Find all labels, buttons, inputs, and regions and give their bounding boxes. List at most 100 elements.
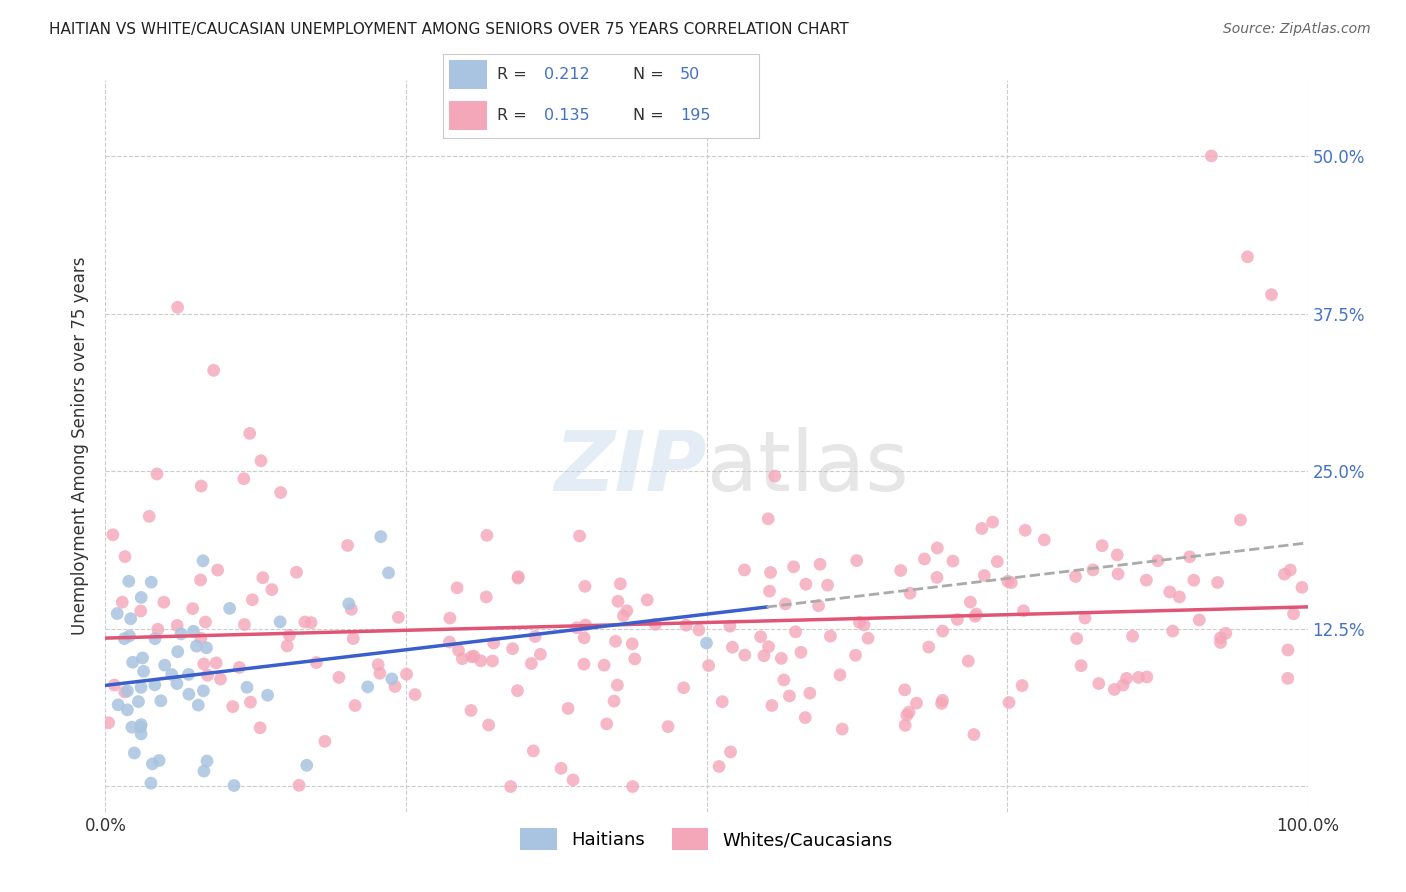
Point <box>269 615 291 629</box>
Y-axis label: Unemployment Among Seniors over 75 years: Unemployment Among Seniors over 75 years <box>72 257 90 635</box>
Point <box>896 708 918 723</box>
Point <box>276 639 298 653</box>
Point <box>607 594 630 608</box>
Point <box>775 597 797 611</box>
Point <box>1206 575 1229 590</box>
Point <box>1122 629 1144 643</box>
Point <box>1274 567 1296 582</box>
Point <box>931 693 953 707</box>
Point <box>103 678 125 692</box>
Point <box>931 624 953 638</box>
Point <box>446 581 468 595</box>
Point <box>1081 563 1104 577</box>
Point <box>636 593 658 607</box>
Point <box>828 668 851 682</box>
Point <box>997 574 1019 589</box>
Point <box>124 746 146 760</box>
Point <box>181 601 204 615</box>
Point <box>478 718 501 732</box>
Point <box>688 623 710 637</box>
Point <box>959 595 981 609</box>
Point <box>927 541 949 555</box>
Point <box>606 678 628 692</box>
Point <box>344 698 367 713</box>
Point <box>672 681 695 695</box>
Point <box>242 592 264 607</box>
Point <box>186 639 208 653</box>
Point <box>856 631 879 645</box>
Point <box>758 640 780 654</box>
Point <box>1000 575 1022 590</box>
Point <box>1014 523 1036 537</box>
Point <box>260 582 283 597</box>
Point <box>1209 635 1232 649</box>
Point <box>463 649 485 664</box>
Point <box>749 630 772 644</box>
Point <box>965 607 987 621</box>
Point <box>404 688 426 702</box>
Point <box>129 727 152 741</box>
Point <box>820 629 842 643</box>
Point <box>127 695 149 709</box>
Point <box>1277 671 1299 685</box>
Point <box>190 631 212 645</box>
Point <box>305 656 328 670</box>
Point <box>773 673 796 687</box>
Point <box>118 574 141 589</box>
Point <box>193 657 215 671</box>
Text: Source: ZipAtlas.com: Source: ZipAtlas.com <box>1223 22 1371 37</box>
Point <box>603 694 626 708</box>
Point <box>1277 643 1299 657</box>
Point <box>1178 549 1201 564</box>
Point <box>239 695 262 709</box>
Point <box>129 591 152 605</box>
Point <box>121 720 143 734</box>
Point <box>205 656 228 670</box>
Point <box>132 665 155 679</box>
Point <box>370 530 392 544</box>
Bar <box>450 61 486 89</box>
Point <box>605 634 627 648</box>
Point <box>191 554 214 568</box>
Point <box>118 629 141 643</box>
Legend: Haitians, Whites/Caucasians: Haitians, Whites/Caucasians <box>513 821 900 857</box>
Point <box>616 604 638 618</box>
Point <box>117 684 139 698</box>
Point <box>905 696 928 710</box>
Point <box>367 657 389 672</box>
Point <box>278 628 301 642</box>
Point <box>506 571 529 585</box>
Point <box>1088 676 1111 690</box>
Point <box>963 727 986 741</box>
Point <box>981 515 1004 529</box>
Point <box>733 563 755 577</box>
Point <box>337 597 360 611</box>
Point <box>1168 590 1191 604</box>
Text: R =: R = <box>496 108 531 123</box>
Point <box>166 618 188 632</box>
Point <box>1201 149 1223 163</box>
Point <box>1011 679 1033 693</box>
Text: 0.135: 0.135 <box>544 108 589 123</box>
Point <box>1115 672 1137 686</box>
Point <box>593 658 616 673</box>
Point <box>946 612 969 626</box>
Point <box>1282 607 1305 621</box>
Point <box>562 772 585 787</box>
Point <box>1291 580 1313 594</box>
Point <box>557 701 579 715</box>
Point <box>621 780 644 794</box>
Point <box>1209 631 1232 645</box>
Point <box>256 688 278 702</box>
Point <box>209 672 232 686</box>
Point <box>763 469 786 483</box>
Point <box>166 645 188 659</box>
Point <box>550 761 572 775</box>
Point <box>202 363 225 377</box>
Point <box>381 672 404 686</box>
Point <box>931 697 953 711</box>
Point <box>848 615 870 630</box>
Point <box>111 595 134 609</box>
Point <box>752 648 775 663</box>
Point <box>914 552 936 566</box>
